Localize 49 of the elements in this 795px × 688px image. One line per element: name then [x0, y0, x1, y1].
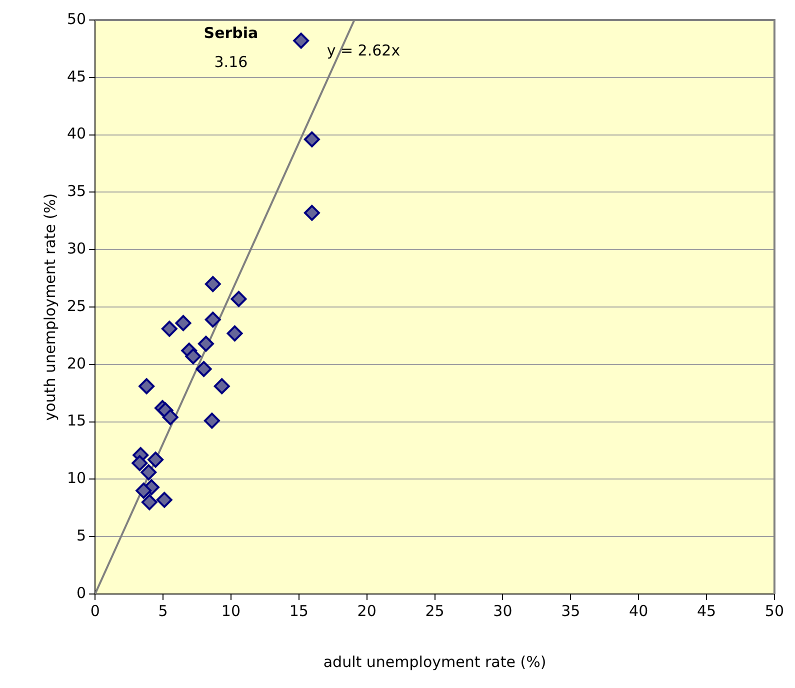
annotation: 3.16 — [214, 52, 248, 71]
y-tick-label: 25 — [66, 296, 86, 315]
x-tick-label: 35 — [561, 602, 580, 620]
point — [156, 492, 172, 508]
point — [214, 378, 230, 394]
y-tick-label: 10 — [66, 469, 86, 488]
x-tick-label: 10 — [221, 602, 241, 620]
y-tick-label: 20 — [66, 354, 86, 372]
y-tick-label: 45 — [66, 67, 86, 86]
point — [140, 464, 157, 480]
point — [304, 204, 320, 221]
x-axis-title: adult unemployment rate (%) — [323, 652, 546, 671]
point — [198, 336, 214, 352]
point — [162, 409, 178, 426]
point — [141, 494, 158, 510]
y-tick-label: 0 — [76, 584, 86, 602]
y-tick-label: 35 — [66, 182, 86, 200]
y-tick-label: 50 — [66, 10, 86, 28]
point — [138, 378, 155, 394]
point — [304, 131, 320, 148]
point — [293, 32, 310, 49]
point — [230, 290, 247, 307]
x-tick-label: 40 — [629, 602, 648, 620]
point — [204, 412, 220, 429]
point — [204, 276, 221, 292]
point — [175, 315, 192, 332]
point — [136, 482, 152, 499]
point — [132, 455, 148, 472]
y-tick-label: 30 — [66, 239, 86, 258]
point — [161, 320, 178, 337]
point — [204, 312, 221, 328]
annotation: y = 2.62x — [326, 41, 400, 60]
x-tick-label: 5 — [158, 602, 168, 620]
x-tick-label: 30 — [493, 602, 512, 620]
x-tick-label: 25 — [425, 602, 444, 620]
x-tick-label: 45 — [696, 602, 716, 620]
x-tick-label: 50 — [764, 602, 784, 620]
point — [185, 348, 202, 364]
y-tick-label: 5 — [76, 526, 86, 544]
y-tick-label: 15 — [66, 412, 86, 430]
y-axis-title: youth unemployment rate (%) — [40, 193, 59, 421]
y-tick-label: 40 — [66, 124, 86, 143]
x-tick-label: 20 — [357, 602, 376, 620]
x-tick-label: 15 — [289, 602, 308, 620]
x-tick-label: 0 — [90, 602, 100, 620]
point — [148, 452, 164, 468]
point — [226, 325, 243, 342]
point — [196, 360, 212, 377]
annotation: Serbia — [204, 24, 258, 42]
